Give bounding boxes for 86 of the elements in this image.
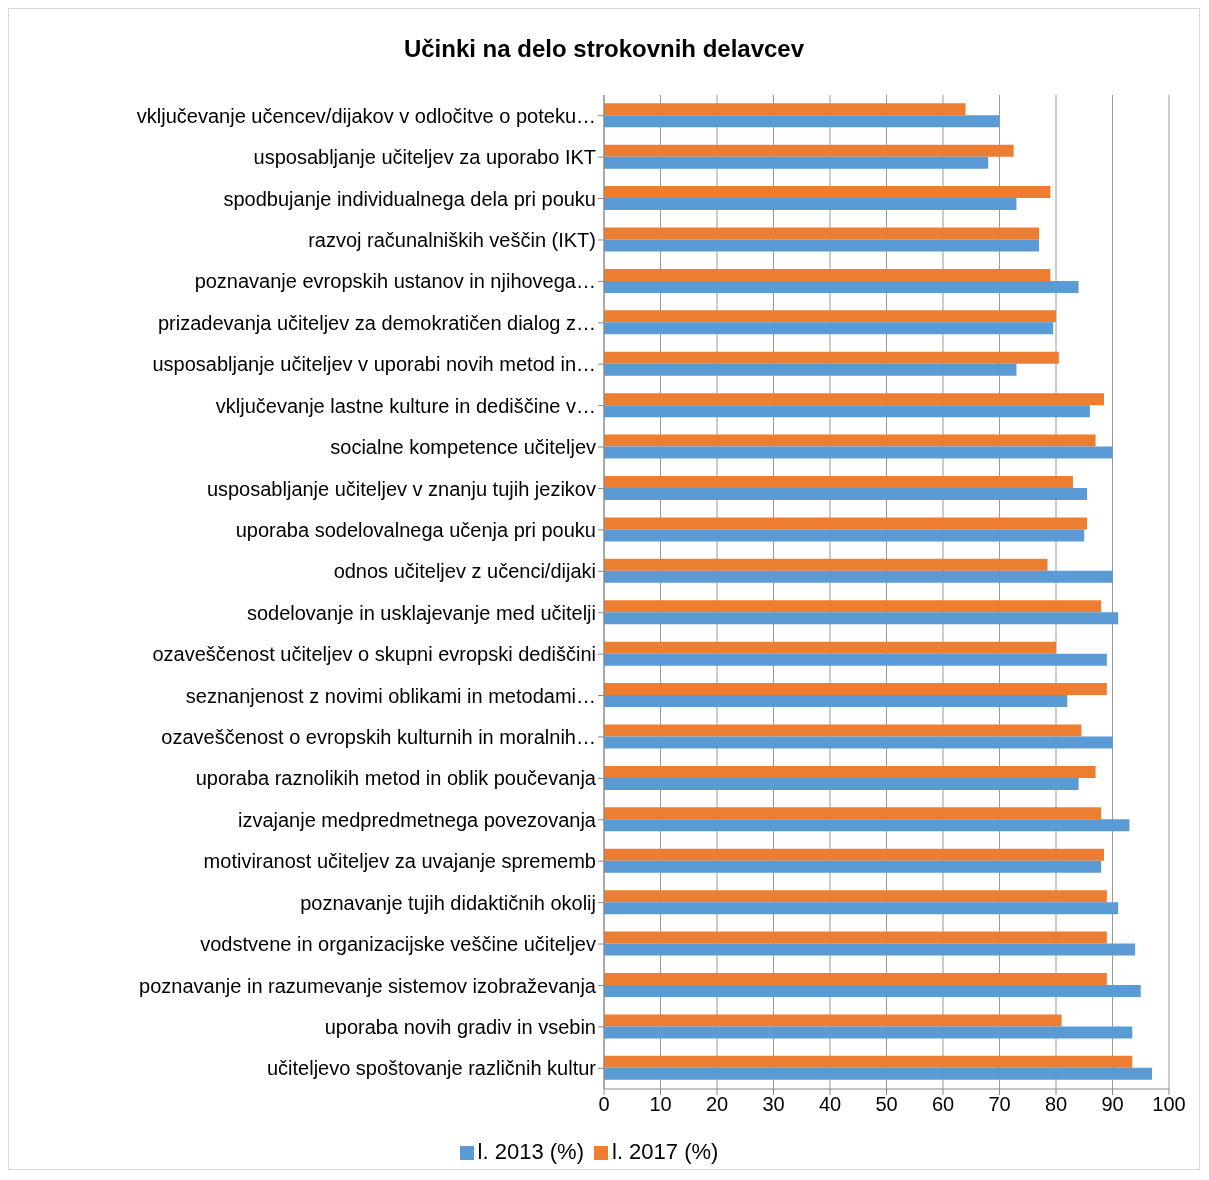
bar: [604, 985, 1141, 998]
bar: [604, 765, 1096, 778]
bar: [604, 322, 1054, 335]
bar: [604, 434, 1096, 447]
x-tick-label: 50: [875, 1093, 898, 1116]
y-tick-label: socialne kompetence učiteljev: [330, 436, 596, 459]
x-tick-label: 0: [598, 1093, 610, 1116]
x-tick-label: 60: [931, 1093, 955, 1116]
y-tick-label: uporaba sodelovalnega učenja pri pouku: [235, 518, 596, 541]
y-tick-label: prizadevanja učiteljev za demokratičen dialog z…: [157, 311, 596, 334]
y-tick-label: odnos učiteljev z učenci/dijaki: [333, 560, 596, 583]
y-tick-label: razvoj računalniških veščin (IKT): [308, 229, 596, 252]
bar: [604, 103, 966, 116]
x-tick-label: 20: [705, 1093, 729, 1116]
bar: [604, 405, 1090, 418]
bar: [604, 653, 1107, 666]
y-tick-label: usposabljanje učiteljev v znanju tujih jezikov: [206, 477, 596, 500]
y-tick-label: seznanjenost z novimi oblikami in metodami…: [185, 684, 596, 707]
bar: [604, 186, 1051, 199]
x-tick-label: 30: [762, 1093, 785, 1116]
bar: [604, 198, 1017, 211]
y-tick-label: motiviranost učiteljev za uvajanje sprememb: [203, 850, 596, 873]
bar: [604, 488, 1088, 501]
x-tick-label: 40: [818, 1093, 842, 1116]
y-tick-label: poznavanje in razumevanje sistemov izobraževanja: [139, 974, 597, 997]
bar: [604, 724, 1082, 737]
bar: [604, 777, 1079, 790]
bar: [604, 1014, 1062, 1027]
bar: [604, 144, 1014, 157]
bar: [604, 115, 1000, 128]
bar: [604, 476, 1073, 489]
bar: [604, 807, 1102, 820]
bar: [604, 736, 1113, 749]
bar: [604, 973, 1107, 986]
bar: [604, 902, 1119, 915]
y-tick-label: usposabljanje učiteljev v uporabi novih metod in…: [152, 353, 596, 376]
bar: [604, 558, 1048, 571]
bar: [604, 819, 1130, 832]
x-tick-label: 100: [1152, 1093, 1186, 1116]
bar: [604, 695, 1068, 708]
x-tick-label: 90: [1101, 1093, 1124, 1116]
bar: [604, 1067, 1153, 1080]
bar: [604, 446, 1113, 459]
bar: [604, 641, 1056, 654]
y-tick-label: usposabljanje učiteljev za uporabo IKT: [253, 146, 596, 169]
y-tick-label: uporaba novih gradiv in vsebin: [324, 1015, 596, 1038]
bar: [604, 600, 1102, 613]
bar: [604, 393, 1105, 406]
legend-label: l. 2017 (%): [612, 1139, 719, 1164]
y-tick-label: ozaveščenost o evropskih kulturnih in moralnih…: [161, 726, 596, 749]
bar: [604, 156, 989, 169]
bar: [604, 1026, 1133, 1039]
bar: [604, 683, 1107, 696]
bar: [604, 280, 1079, 293]
bar: [604, 310, 1056, 323]
bar: [604, 268, 1051, 281]
y-tick-label: vključevanje učencev/dijakov v odločitve o poteku…: [136, 104, 596, 127]
y-tick-label: poznavanje tujih didaktičnih okolij: [300, 891, 596, 914]
x-tick-label: 10: [649, 1093, 672, 1116]
y-tick-label: spodbujanje individualnega dela pri pouku: [223, 187, 596, 210]
bar: [604, 517, 1088, 530]
bar: [604, 570, 1113, 583]
y-tick-label: uporaba raznolikih metod in oblik poučevanja: [195, 767, 597, 790]
x-tick-label: 70: [988, 1093, 1011, 1116]
y-tick-label: vodstvene in organizacijske veščine učiteljev: [200, 933, 596, 956]
bar: [604, 239, 1040, 252]
y-tick-label: poznavanje evropskih ustanov in njihovega…: [194, 270, 596, 293]
bar: [604, 890, 1107, 903]
bar: [604, 1055, 1133, 1068]
y-tick-label: učiteljevo spoštovanje različnih kultur: [266, 1057, 597, 1080]
y-tick-label: izvajanje medpredmetnega povezovanja: [237, 808, 597, 831]
bar: [604, 351, 1059, 364]
bar: [604, 612, 1119, 625]
bar: [604, 363, 1017, 376]
chart-title: Učinki na delo strokovnih delavcev: [402, 34, 806, 64]
y-tick-label: vključevanje lastne kulture in dediščine v…: [215, 394, 596, 417]
y-tick-label: ozaveščenost učiteljev o skupni evropski dediščini: [152, 643, 596, 666]
legend-label: l. 2013 (%): [477, 1139, 584, 1164]
bar: [604, 860, 1102, 873]
x-tick-label: 80: [1044, 1093, 1068, 1116]
bar: [604, 931, 1107, 944]
bar: [604, 227, 1040, 240]
bar: [604, 529, 1085, 542]
bar: [604, 943, 1136, 956]
y-tick-label: sodelovanje in usklajevanje med učitelji: [246, 601, 596, 624]
bar: [604, 848, 1105, 861]
